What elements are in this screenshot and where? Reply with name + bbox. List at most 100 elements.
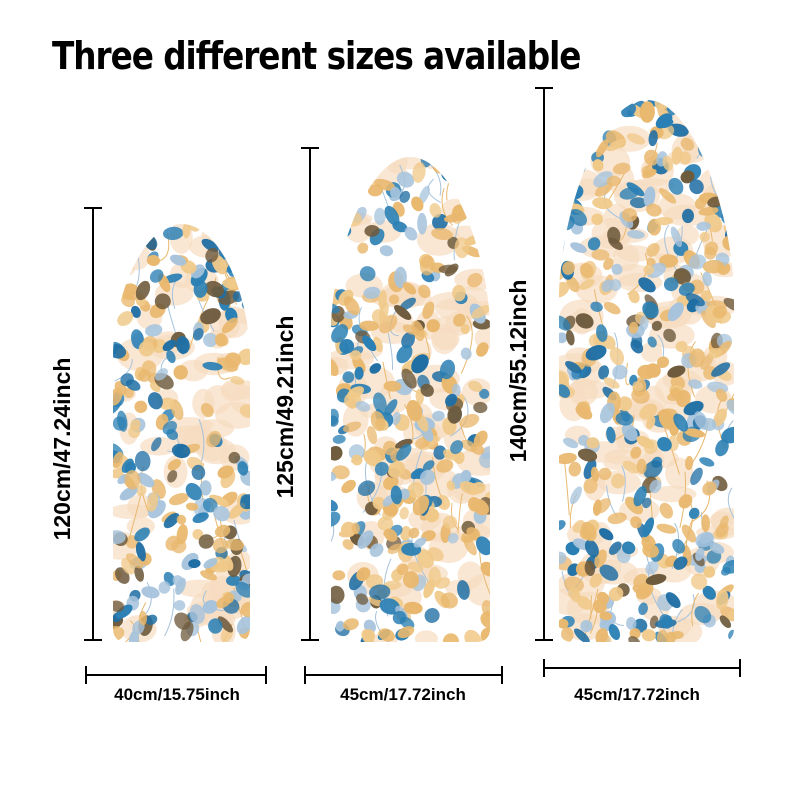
pattern-leaf	[331, 465, 350, 480]
pattern-wash	[113, 224, 143, 234]
pattern-leaf	[675, 390, 691, 408]
pattern-leaf	[574, 628, 590, 642]
pattern-leaf	[396, 344, 413, 364]
pattern-stem	[691, 592, 699, 627]
pattern-leaf	[355, 401, 371, 412]
pattern-leaf	[460, 324, 470, 335]
pattern-leaf	[206, 430, 222, 448]
pattern-leaf	[694, 197, 706, 210]
pattern-leaf	[607, 226, 621, 244]
pattern-leaf	[595, 181, 613, 197]
pattern-leaf	[383, 528, 398, 542]
pattern-leaf	[673, 413, 689, 432]
pattern-leaf	[595, 628, 609, 642]
pattern-leaf	[457, 580, 470, 600]
pattern-leaf	[680, 137, 695, 151]
pattern-stem	[114, 359, 133, 382]
pattern-leaf	[163, 513, 180, 529]
pattern-leaf	[217, 465, 234, 479]
pattern-leaf	[209, 494, 229, 507]
pattern-leaf	[379, 245, 394, 257]
pattern-leaf	[331, 585, 345, 604]
pattern-leaf	[214, 524, 231, 538]
pattern-leaf	[642, 543, 659, 558]
pattern-leaf	[639, 315, 649, 331]
pattern-leaf	[136, 485, 147, 497]
pattern-leaf	[699, 231, 710, 243]
pattern-leaf	[331, 200, 351, 219]
pattern-leaf	[559, 157, 575, 170]
pattern-leaf	[205, 280, 224, 298]
pattern-leaf	[242, 573, 250, 585]
pattern-leaf	[609, 347, 625, 366]
pattern-leaf	[440, 592, 458, 609]
pattern-leaf	[646, 203, 662, 217]
pattern-stem	[625, 362, 630, 385]
pattern-leaf	[167, 458, 182, 471]
pattern-leaf	[480, 561, 490, 577]
pattern-leaf	[134, 565, 145, 582]
pattern-leaf	[589, 573, 603, 588]
pattern-leaf	[625, 496, 643, 515]
pattern-leaf	[239, 493, 250, 510]
pattern-leaf	[583, 478, 598, 494]
pattern-leaf	[145, 614, 158, 625]
pattern-leaf	[591, 213, 604, 226]
pattern-leaf	[356, 593, 369, 605]
pattern-leaf	[228, 451, 241, 464]
pattern-leaf	[559, 170, 570, 185]
length-label-medium: 125cm/49.21inch	[272, 316, 298, 499]
pattern-leaf	[643, 264, 655, 275]
pattern-leaf	[722, 559, 734, 574]
pattern-leaf	[599, 528, 614, 541]
pattern-leaf	[342, 421, 362, 433]
pattern-leaf	[451, 383, 461, 397]
pattern-leaf	[136, 472, 155, 488]
pattern-leaf	[709, 542, 725, 554]
pattern-leaf	[586, 437, 600, 449]
pattern-leaf	[359, 320, 380, 332]
pattern-leaf	[173, 600, 186, 611]
pattern-leaf	[615, 412, 634, 426]
pattern-leaf	[174, 612, 191, 630]
pattern-leaf	[364, 224, 380, 237]
pattern-leaf	[638, 277, 656, 293]
pattern-leaf	[641, 629, 656, 642]
pattern-leaf	[700, 290, 712, 302]
pattern-leaf	[656, 523, 677, 534]
pattern-leaf	[630, 446, 642, 459]
pattern-leaf	[419, 185, 430, 204]
pattern-leaf	[369, 363, 382, 374]
pattern-leaf	[608, 624, 621, 640]
pattern-leaf	[130, 305, 141, 318]
pattern-leaf	[359, 266, 376, 282]
pattern-leaf	[168, 493, 189, 506]
pattern-leaf	[439, 359, 456, 380]
pattern-leaf	[370, 411, 386, 432]
pattern-leaf	[362, 335, 377, 352]
pattern-leaf	[119, 486, 138, 501]
pattern-leaf	[373, 392, 387, 414]
pattern-leaf	[136, 224, 146, 235]
pattern-leaf	[459, 481, 480, 495]
pattern-leaf	[728, 629, 734, 641]
pattern-leaf	[331, 201, 342, 217]
pattern-leaf	[559, 551, 567, 565]
pattern-leaf	[189, 604, 205, 624]
pattern-leaf	[377, 516, 394, 531]
pattern-leaf	[612, 364, 628, 380]
pattern-leaf	[695, 547, 705, 561]
pattern-stem	[621, 465, 626, 502]
pattern-leaf	[159, 397, 175, 410]
pattern-leaf	[699, 457, 715, 467]
pattern-leaf	[626, 616, 637, 631]
pattern-leaf	[607, 512, 627, 525]
pattern-leaf	[591, 249, 610, 261]
pattern-leaf	[138, 610, 148, 626]
pattern-leaf	[656, 629, 669, 642]
pattern-leaf	[698, 138, 718, 153]
pattern-leaf	[442, 633, 459, 642]
pattern-leaf	[705, 100, 718, 109]
pattern-wash	[229, 385, 250, 416]
pattern-leaf	[227, 261, 239, 277]
